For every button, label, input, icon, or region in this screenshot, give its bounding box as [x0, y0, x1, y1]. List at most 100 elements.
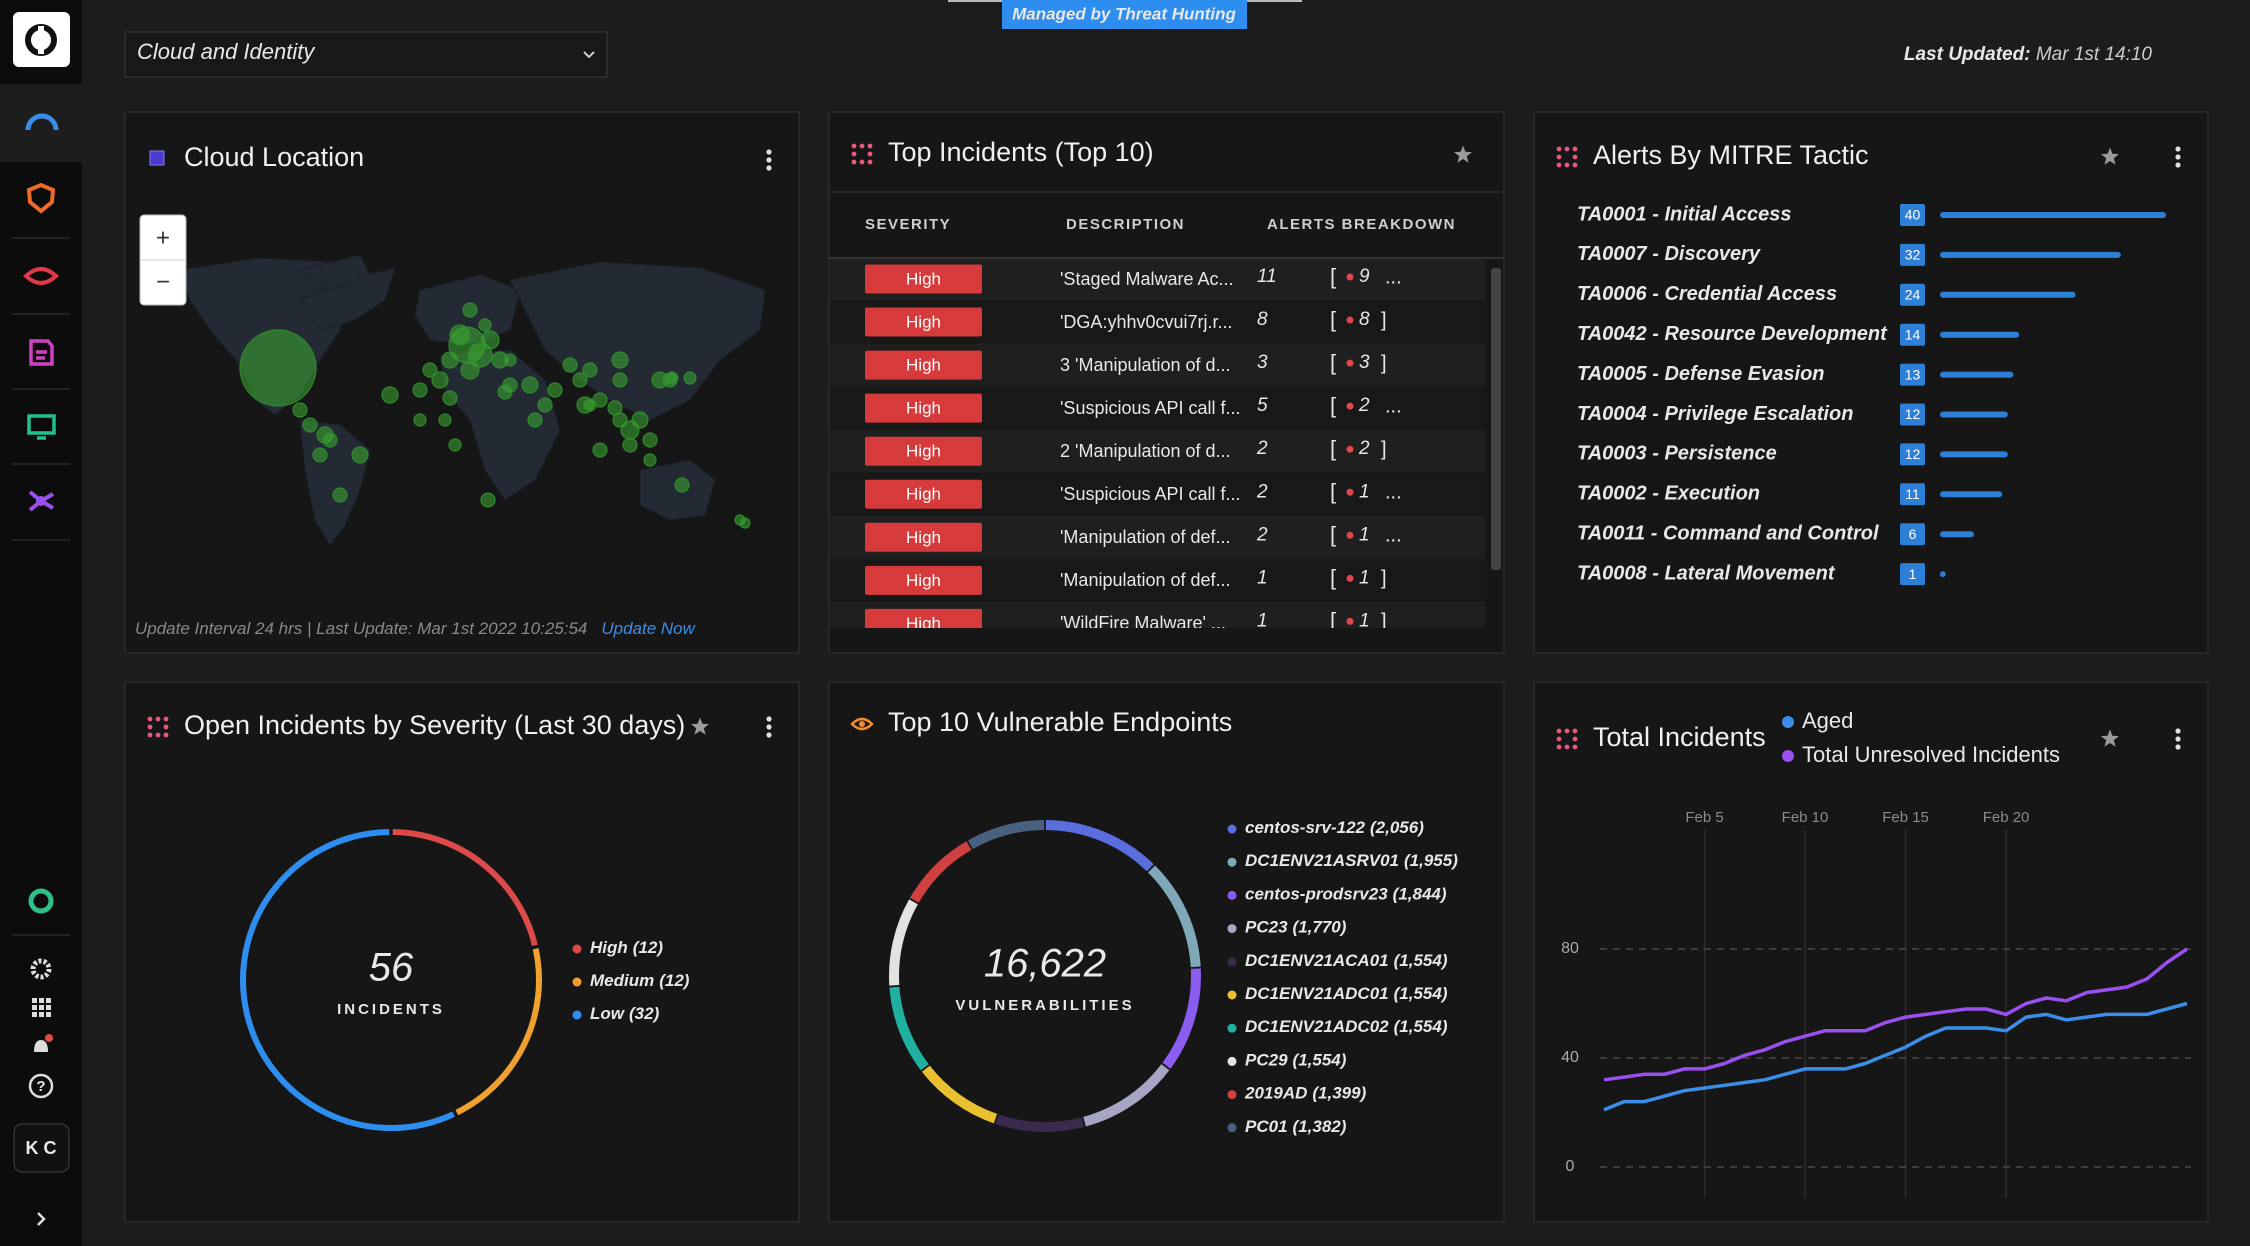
severity-label: High — [906, 442, 941, 461]
panel-title: Cloud Location — [184, 142, 364, 172]
icon-dot — [1556, 154, 1562, 160]
severity-label: High — [906, 571, 941, 590]
legend-dot — [572, 944, 582, 954]
donut-segment — [967, 820, 1045, 850]
high-dot — [1346, 316, 1354, 324]
alert-count: 5 — [1257, 395, 1268, 416]
icon-dot — [851, 159, 857, 165]
high-count: 2 — [1358, 438, 1370, 459]
user-avatar[interactable] — [13, 1123, 70, 1173]
nav-help[interactable] — [28, 1073, 54, 1099]
menu-dot — [2175, 728, 2181, 734]
description: 'Suspicious API call f... — [1060, 484, 1241, 504]
favorite-star[interactable] — [691, 717, 709, 735]
favorite-star[interactable] — [2101, 147, 2119, 165]
location-marker — [572, 372, 588, 388]
donut-total: 56 — [369, 946, 414, 990]
legend-name: Medium — [590, 971, 654, 990]
menu-button[interactable] — [2175, 146, 2181, 168]
x-tick-label: Feb 10 — [1782, 809, 1829, 826]
location-marker — [478, 318, 492, 332]
scrollbar[interactable] — [1491, 268, 1501, 570]
nav-investigation[interactable] — [23, 267, 59, 285]
favorite-star[interactable] — [2101, 729, 2119, 747]
nav-incidents[interactable] — [26, 182, 56, 214]
nav-settings[interactable] — [30, 958, 52, 980]
tactic-label: TA0042 - Resource Development — [1577, 323, 1888, 345]
legend-value: (12) — [659, 971, 690, 990]
help-mark: ? — [36, 1078, 45, 1095]
dropdown-value: Cloud and Identity — [137, 39, 316, 64]
icon-dot — [1556, 162, 1562, 168]
legend-dot — [1227, 957, 1237, 967]
severity-badge — [865, 436, 982, 466]
high-dot — [1346, 488, 1354, 496]
location-marker — [332, 487, 348, 503]
user-initials: K C — [26, 1138, 57, 1158]
severity-label: High — [906, 614, 941, 633]
count-label: 12 — [1905, 446, 1921, 462]
location-marker — [322, 432, 338, 448]
location-marker — [665, 371, 679, 385]
legend-entry[interactable]: Aged — [1802, 708, 1853, 733]
bar — [1940, 291, 2076, 298]
location-marker — [413, 413, 427, 427]
bar — [1940, 491, 2003, 498]
bar — [1940, 371, 2014, 378]
alert-count: 1 — [1257, 567, 1268, 588]
menu-button[interactable] — [766, 149, 772, 171]
zoom-out[interactable]: − — [156, 268, 170, 295]
bracket: [ — [1330, 608, 1336, 633]
location-marker — [412, 382, 428, 398]
nav-response[interactable] — [29, 339, 54, 366]
alert-count: 3 — [1257, 352, 1268, 373]
high-count: 2 — [1358, 395, 1370, 416]
location-marker — [497, 384, 513, 400]
nav-status[interactable] — [28, 888, 54, 914]
eye-pupil — [859, 721, 865, 727]
legend-dot — [572, 1010, 582, 1020]
description: 'WildFire Malware' ... — [1060, 613, 1226, 633]
description: 3 'Manipulation of d... — [1060, 355, 1231, 375]
menu-button[interactable] — [2175, 728, 2181, 750]
legend-entry[interactable]: Total Unresolved Incidents — [1802, 742, 2060, 767]
legend-name: DC1ENV21ADC01 — [1245, 984, 1389, 1003]
legend-value: (1,382) — [1293, 1117, 1347, 1136]
expand-sidebar[interactable] — [37, 1212, 46, 1226]
legend-dot — [1227, 1090, 1237, 1100]
icon-dot — [851, 143, 857, 149]
alert-count: 8 — [1257, 309, 1268, 330]
zoom-in[interactable]: + — [156, 224, 170, 251]
location-marker — [381, 386, 399, 404]
legend-name: PC23 — [1245, 918, 1288, 937]
icon-dot — [859, 143, 865, 149]
update-now-link[interactable]: Update Now — [601, 619, 696, 638]
donut-caption: INCIDENTS — [337, 1001, 445, 1018]
location-marker — [582, 362, 598, 378]
series-line — [1603, 1001, 2188, 1112]
legend-name: High — [590, 938, 628, 957]
icon-dot — [867, 159, 873, 165]
icon-dot — [155, 716, 161, 722]
nav-dashboard[interactable] — [25, 113, 59, 131]
location-marker — [537, 397, 553, 413]
nav-notifications[interactable] — [34, 1040, 48, 1052]
icon-dot — [155, 732, 161, 738]
count-badge — [1900, 204, 1925, 226]
high-count: 1 — [1359, 610, 1370, 631]
menu-dot — [766, 157, 772, 163]
favorite-star[interactable] — [1454, 145, 1472, 163]
legend-value: (1,554) — [1394, 1018, 1448, 1037]
breakdown-end: ... — [1385, 482, 1402, 504]
description: 'Staged Malware Ac... — [1060, 269, 1234, 289]
legend-value: (1,554) — [1293, 1051, 1347, 1070]
nav-assets[interactable] — [27, 414, 56, 440]
dropdown[interactable] — [124, 31, 608, 78]
location-marker — [292, 402, 308, 418]
high-count: 9 — [1359, 266, 1370, 287]
nav-apps[interactable] — [32, 998, 51, 1017]
cloud-icon — [149, 150, 165, 166]
panel-mitre — [1533, 111, 2209, 654]
menu-button[interactable] — [766, 716, 772, 738]
legend-value: (2,056) — [1370, 818, 1424, 837]
